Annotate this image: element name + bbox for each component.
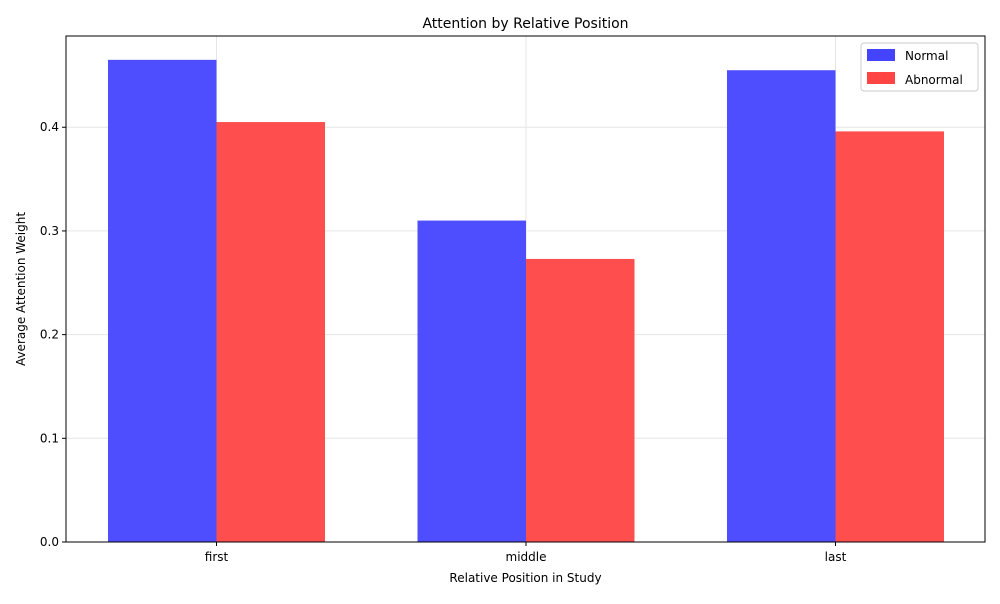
legend-swatch-normal: [867, 49, 895, 61]
legend-swatch-abnormal: [867, 72, 895, 84]
bar-abnormal-middle: [526, 258, 635, 542]
bar-normal-first: [108, 59, 217, 543]
y-axis-ticks: 0.0 0.1 0.2 0.3 0.4: [40, 120, 66, 549]
y-axis-label: Average Attention Weight: [14, 212, 28, 366]
y-tick-label: 0.3: [40, 224, 59, 238]
bar-normal-last: [727, 70, 836, 542]
chart-title: Attention by Relative Position: [422, 16, 628, 32]
x-tick-label: middle: [506, 550, 547, 564]
legend: Normal Abnormal: [860, 42, 979, 92]
bars: [108, 59, 944, 543]
x-axis-label: Relative Position in Study: [449, 571, 601, 585]
legend-label-normal: Normal: [905, 49, 948, 63]
y-tick-label: 0.2: [40, 328, 59, 342]
bar-abnormal-last: [835, 131, 944, 543]
y-tick-label: 0.4: [40, 120, 59, 134]
bar-abnormal-first: [216, 122, 325, 543]
x-axis-ticks: first middle last: [205, 542, 847, 564]
y-tick-label: 0.1: [40, 431, 59, 445]
bar-normal-middle: [417, 220, 526, 543]
y-tick-label: 0.0: [40, 535, 59, 549]
x-tick-label: first: [205, 550, 229, 564]
legend-label-abnormal: Abnormal: [905, 73, 963, 87]
x-tick-label: last: [825, 550, 847, 564]
